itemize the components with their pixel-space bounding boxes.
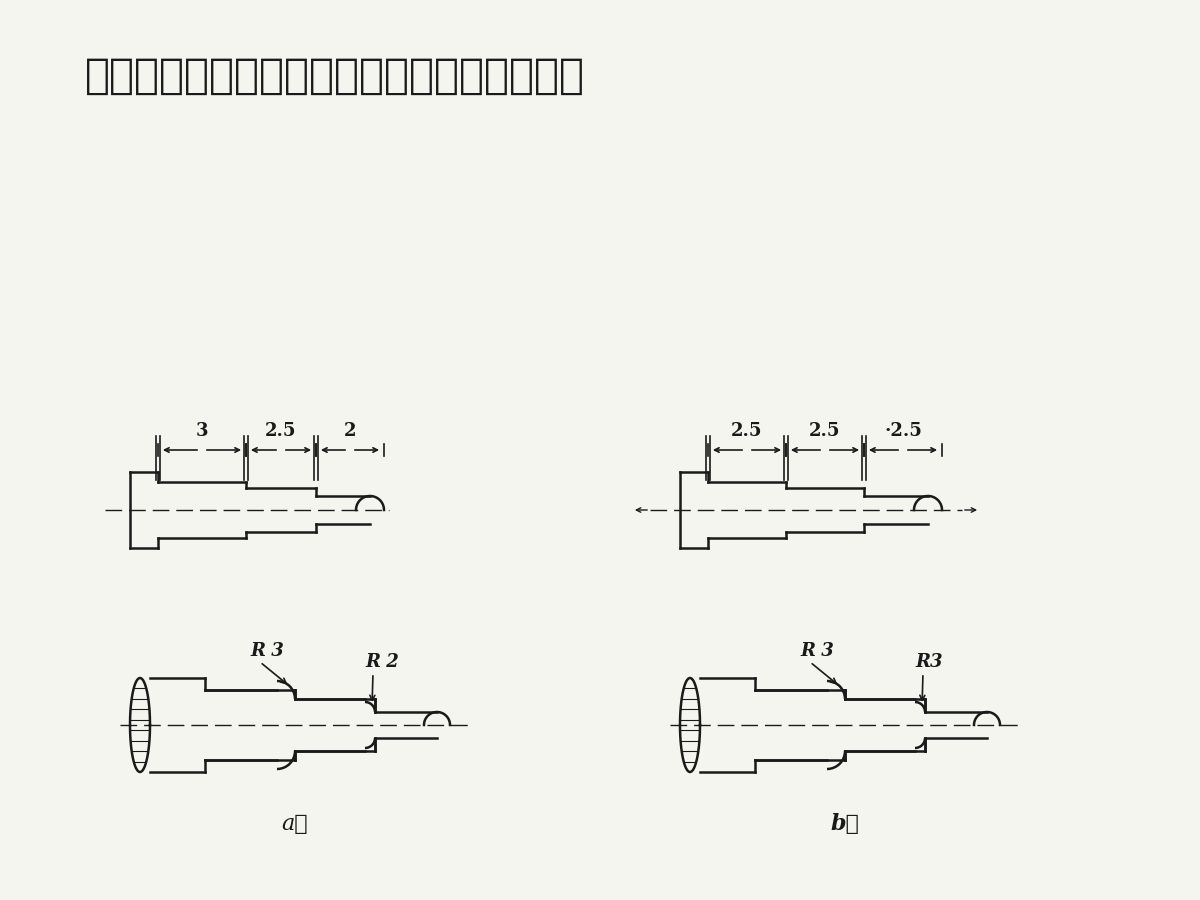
Text: R 3: R 3 (250, 642, 283, 660)
Text: 尽量做到刀具规格统一，减少换刀，提高效率: 尽量做到刀具规格统一，减少换刀，提高效率 (85, 55, 586, 97)
Text: 2: 2 (343, 422, 356, 440)
Text: R3: R3 (916, 653, 942, 671)
Text: b）: b） (830, 813, 859, 835)
Text: 2.5: 2.5 (265, 422, 296, 440)
Text: ·2.5: ·2.5 (884, 422, 922, 440)
Text: R 2: R 2 (365, 653, 398, 671)
Text: 2.5: 2.5 (809, 422, 841, 440)
Text: 3: 3 (196, 422, 209, 440)
Text: 2.5: 2.5 (731, 422, 763, 440)
Text: R 3: R 3 (800, 642, 834, 660)
Text: a）: a） (282, 813, 308, 835)
